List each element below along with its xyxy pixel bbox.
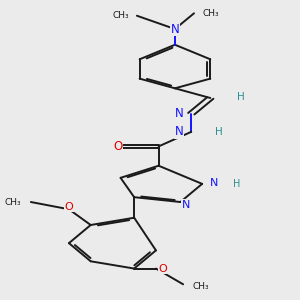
Text: O: O <box>64 202 73 212</box>
Text: H: H <box>214 127 222 137</box>
Text: N: N <box>175 125 184 138</box>
Text: N: N <box>210 178 218 188</box>
Text: CH₃: CH₃ <box>4 197 21 206</box>
Text: O: O <box>113 140 122 153</box>
Text: H: H <box>233 179 240 189</box>
Text: N: N <box>171 22 179 35</box>
Text: O: O <box>158 263 167 274</box>
Text: N: N <box>175 107 184 120</box>
Text: CH₃: CH₃ <box>202 9 219 18</box>
Text: CH₃: CH₃ <box>193 282 209 291</box>
Text: H: H <box>237 92 245 102</box>
Text: N: N <box>182 200 190 210</box>
Text: CH₃: CH₃ <box>112 11 129 20</box>
